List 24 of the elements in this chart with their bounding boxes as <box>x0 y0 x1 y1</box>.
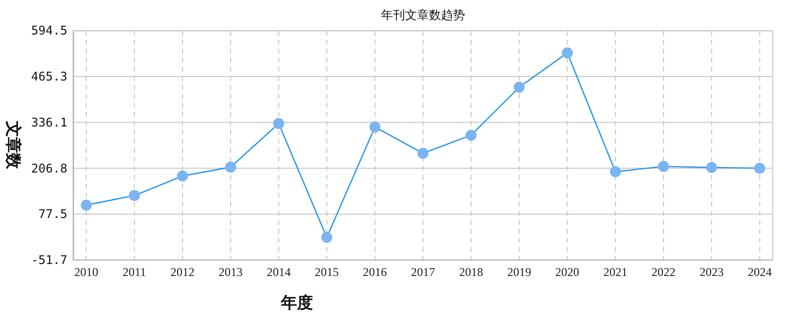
x-tick-label: 2017 <box>411 265 435 279</box>
x-tick-label: 2010 <box>74 265 98 279</box>
x-tick-label: 2019 <box>507 265 532 279</box>
y-tick-label: 77.5 <box>38 207 68 222</box>
y-tick-label: 206.8 <box>31 161 68 176</box>
x-tick-label: 2024 <box>748 265 772 279</box>
chart-title: 年刊文章数趋势 <box>381 8 465 22</box>
y-tick-label: 336.1 <box>31 115 68 130</box>
y-tick-label: 594.5 <box>31 24 68 38</box>
x-tick-label: 2012 <box>170 265 194 279</box>
x-tick-label: 2016 <box>362 265 387 279</box>
x-tick-label: 2014 <box>266 265 291 279</box>
x-tick-label: 2021 <box>603 265 628 279</box>
x-tick-label: 2020 <box>555 265 580 279</box>
x-tick-label: 2022 <box>652 265 676 279</box>
x-tick-label: 2018 <box>459 265 484 279</box>
x-tick-label: 2023 <box>700 265 724 279</box>
x-tick-label: 2015 <box>314 265 339 279</box>
y-tick-label: -51.7 <box>31 253 68 267</box>
y-axis-title: 文章数 <box>4 120 22 170</box>
x-tick-label: 2011 <box>122 265 146 279</box>
y-tick-label: 465.3 <box>31 70 68 84</box>
x-axis-title: 年度 <box>280 293 313 312</box>
x-tick-label: 2013 <box>218 265 243 279</box>
